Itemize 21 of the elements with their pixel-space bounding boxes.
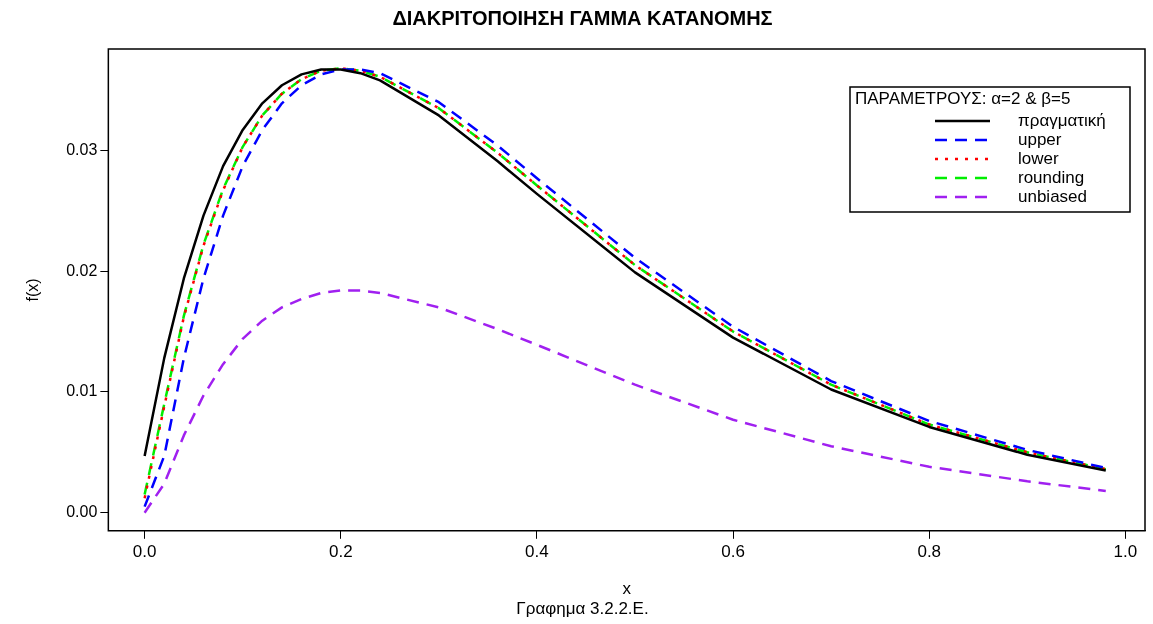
x-tick-label: 0.0	[132, 541, 157, 561]
text: Γραφημα 3.2.2.Ε.	[516, 599, 649, 619]
legend-label: upper	[1018, 129, 1062, 149]
y-tick-label: 0.03	[66, 140, 98, 158]
y-axis-title: f(x)	[24, 278, 42, 302]
legend-label: πραγματική	[1018, 110, 1106, 130]
line-series	[143, 289, 1108, 514]
legend-label: lower	[1018, 148, 1059, 168]
x-tick-label: 0.8	[917, 541, 942, 561]
y-tick-label: 0.02	[66, 261, 98, 279]
y-tick-label: 0.01	[66, 382, 98, 400]
chart-title: ΔΙΑΚΡΙΤΟΠΟΙΗΣΗ ΓΑΜΜΑ ΚΑΤΑΝΟΜΗΣ	[392, 6, 773, 29]
legend-title: ΠΑΡΑΜΕΤΡΟΥΣ: α=2 & β=5	[855, 88, 1071, 108]
y-tick-label: 0.00	[66, 503, 98, 521]
x-tick-label: 0.2	[328, 541, 353, 561]
legend-label: unbiased	[1018, 186, 1088, 206]
x-axis-title: x	[622, 579, 632, 599]
x-tick-label: 1.0	[1113, 541, 1138, 561]
x-tick-label: 0.4	[525, 541, 549, 561]
legend-label: rounding	[1018, 167, 1085, 187]
x-tick-label: 0.6	[721, 541, 745, 561]
